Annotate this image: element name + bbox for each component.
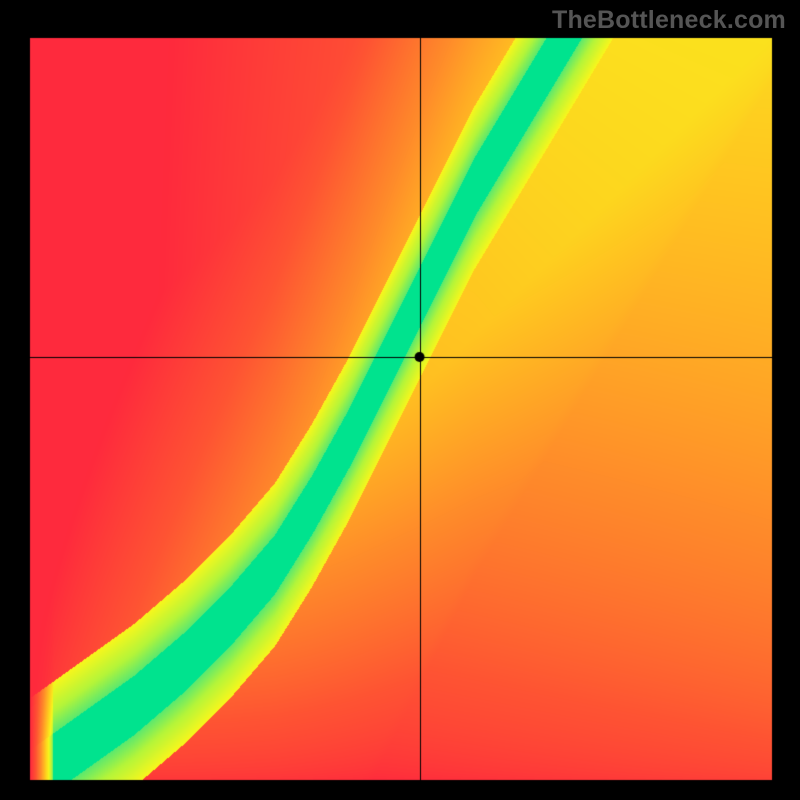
chart-container: TheBottleneck.com (0, 0, 800, 800)
watermark-text: TheBottleneck.com (552, 6, 786, 35)
heatmap-canvas (0, 0, 800, 800)
